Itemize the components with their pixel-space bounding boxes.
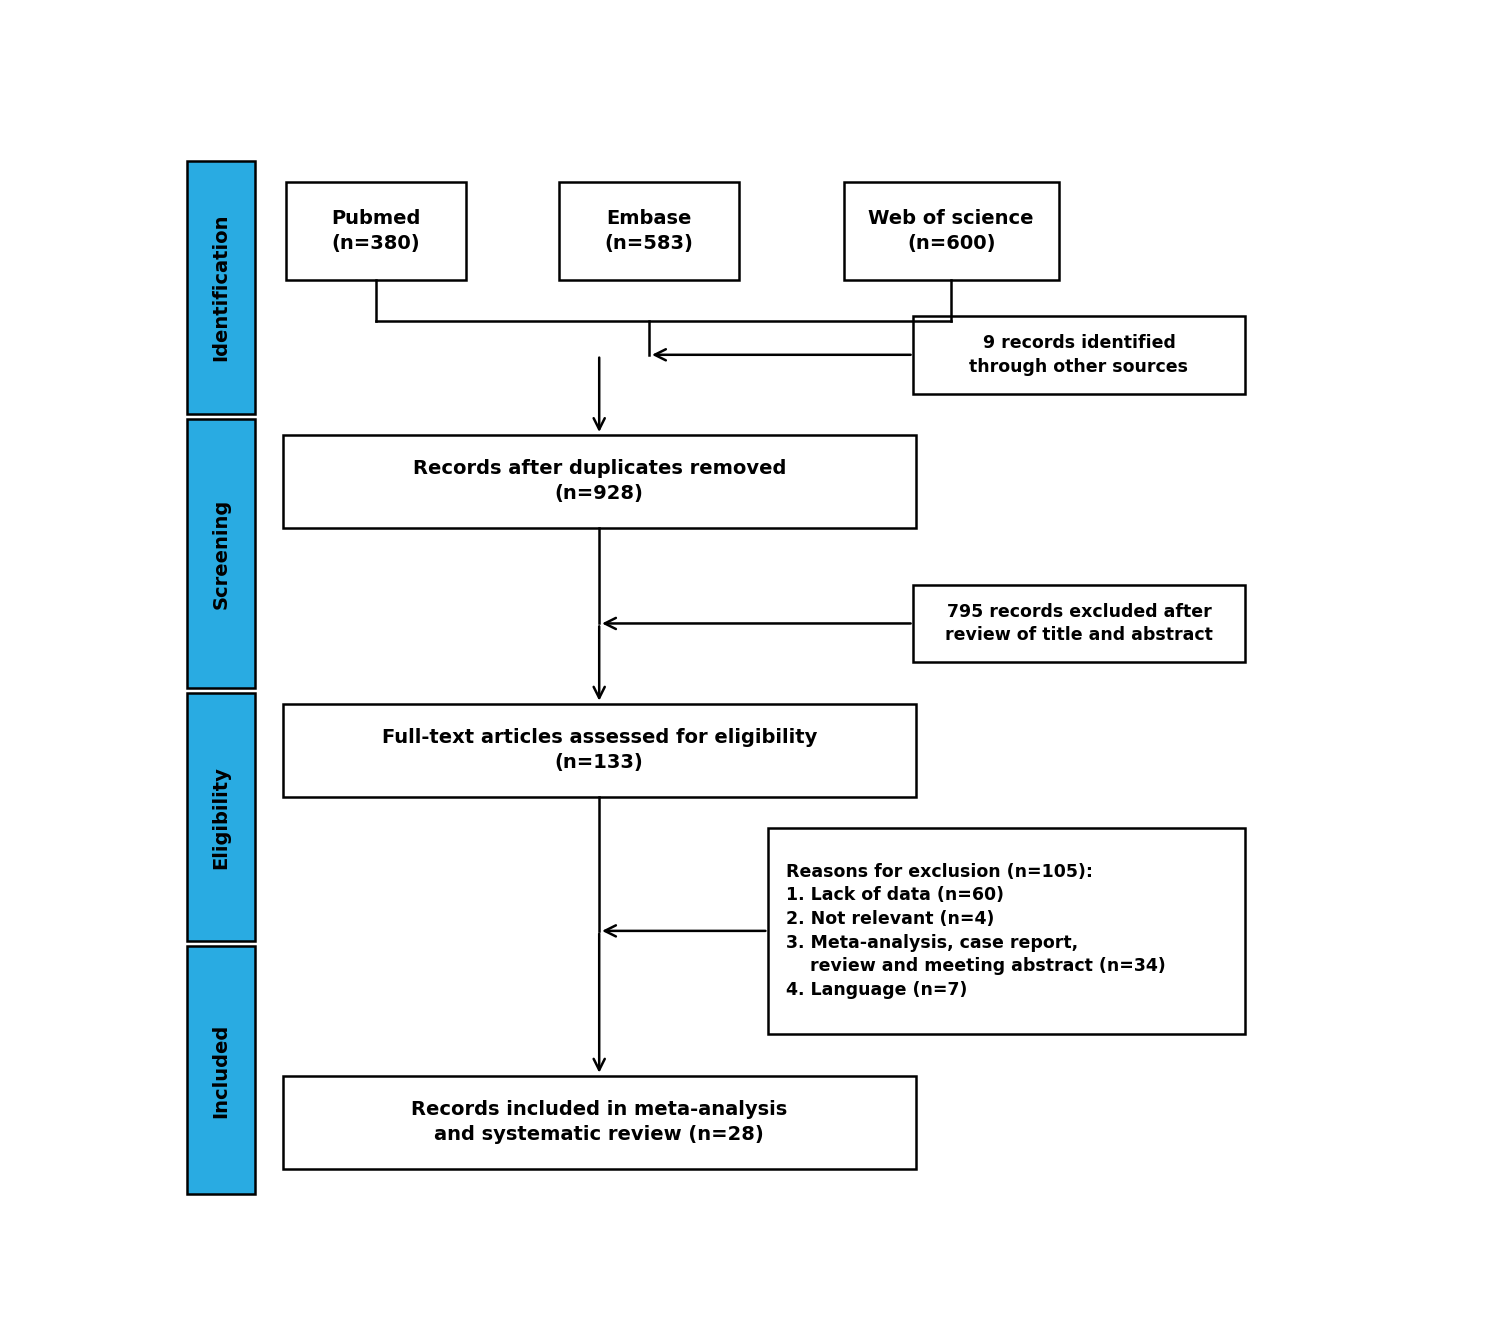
FancyBboxPatch shape — [283, 703, 916, 797]
Text: 9 records identified
through other sources: 9 records identified through other sourc… — [970, 334, 1189, 376]
FancyBboxPatch shape — [559, 181, 739, 280]
FancyBboxPatch shape — [767, 828, 1244, 1035]
Text: Web of science
(n=600): Web of science (n=600) — [868, 209, 1034, 252]
Text: Eligibility: Eligibility — [211, 766, 231, 868]
Text: Full-text articles assessed for eligibility
(n=133): Full-text articles assessed for eligibil… — [382, 729, 817, 772]
FancyBboxPatch shape — [913, 585, 1244, 662]
Text: 795 records excluded after
review of title and abstract: 795 records excluded after review of tit… — [944, 603, 1213, 644]
Text: Records included in meta-analysis
and systematic review (n=28): Records included in meta-analysis and sy… — [411, 1100, 787, 1143]
FancyBboxPatch shape — [187, 946, 255, 1194]
Text: Reasons for exclusion (n=105):
1. Lack of data (n=60)
2. Not relevant (n=4)
3. M: Reasons for exclusion (n=105): 1. Lack o… — [785, 863, 1165, 998]
FancyBboxPatch shape — [286, 181, 466, 280]
Text: Included: Included — [211, 1023, 231, 1118]
Text: Screening: Screening — [211, 499, 231, 609]
FancyBboxPatch shape — [283, 435, 916, 527]
FancyBboxPatch shape — [913, 315, 1244, 393]
Text: Identification: Identification — [211, 213, 231, 361]
Text: Embase
(n=583): Embase (n=583) — [604, 209, 694, 252]
FancyBboxPatch shape — [187, 694, 255, 941]
FancyBboxPatch shape — [844, 181, 1058, 280]
FancyBboxPatch shape — [187, 419, 255, 688]
Text: Pubmed
(n=380): Pubmed (n=380) — [331, 209, 421, 252]
Text: Records after duplicates removed
(n=928): Records after duplicates removed (n=928) — [412, 459, 785, 503]
FancyBboxPatch shape — [283, 1075, 916, 1169]
FancyBboxPatch shape — [187, 161, 255, 415]
